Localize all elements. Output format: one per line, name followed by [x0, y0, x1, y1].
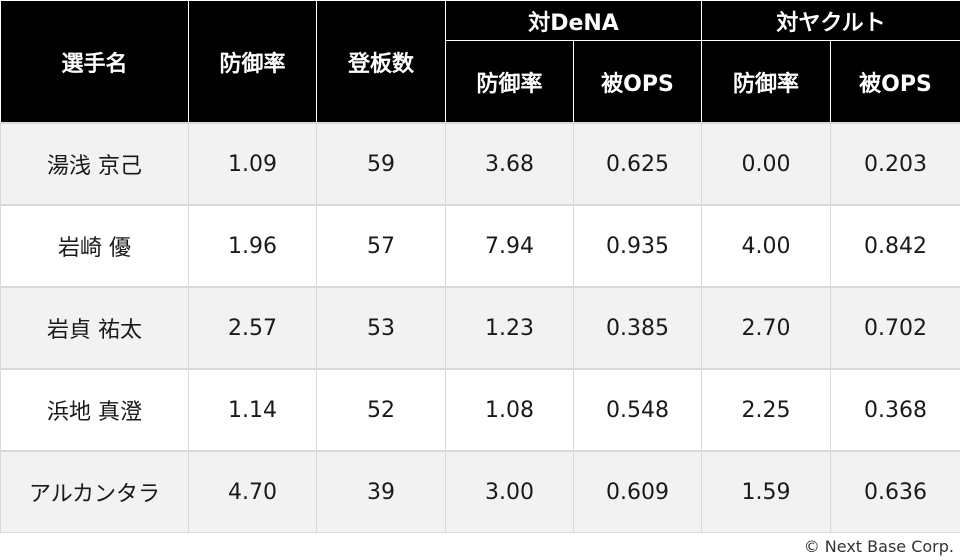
- table-header: 選手名 防御率 登板数 対DeNA 対ヤクルト 防御率 被OPS 防御率 被OP…: [0, 0, 960, 124]
- table-body: 湯浅 京己 1.09 59 3.68 0.625 0.00 0.203 岩崎 優…: [0, 122, 960, 533]
- cell-yakult-ops: 0.368: [830, 368, 960, 452]
- cell-era: 2.57: [188, 286, 317, 370]
- cell-era: 1.96: [188, 204, 317, 288]
- cell-games: 39: [316, 450, 446, 533]
- cell-player-name: アルカンタラ: [0, 450, 189, 533]
- header-era: 防御率: [188, 0, 317, 124]
- cell-yakult-ops: 0.842: [830, 204, 960, 288]
- cell-dena-ops: 0.935: [573, 204, 702, 288]
- cell-player-name: 湯浅 京己: [0, 122, 189, 206]
- cell-yakult-era: 2.25: [701, 368, 831, 452]
- cell-yakult-ops: 0.702: [830, 286, 960, 370]
- header-vs-yakult: 対ヤクルト: [701, 0, 960, 41]
- cell-player-name: 岩崎 優: [0, 204, 189, 288]
- cell-dena-era: 3.68: [445, 122, 574, 206]
- cell-era: 1.09: [188, 122, 317, 206]
- cell-games: 52: [316, 368, 446, 452]
- cell-dena-era: 7.94: [445, 204, 574, 288]
- table-row: 岩崎 優 1.96 57 7.94 0.935 4.00 0.842: [0, 204, 960, 288]
- table-row: 浜地 真澄 1.14 52 1.08 0.548 2.25 0.368: [0, 368, 960, 452]
- cell-dena-era: 1.08: [445, 368, 574, 452]
- cell-yakult-era: 2.70: [701, 286, 831, 370]
- cell-yakult-ops: 0.203: [830, 122, 960, 206]
- cell-games: 59: [316, 122, 446, 206]
- header-yakult-era: 防御率: [701, 40, 831, 124]
- cell-era: 4.70: [188, 450, 317, 533]
- cell-games: 53: [316, 286, 446, 370]
- header-vs-dena: 対DeNA: [445, 0, 702, 41]
- cell-player-name: 浜地 真澄: [0, 368, 189, 452]
- table-row: 岩貞 祐太 2.57 53 1.23 0.385 2.70 0.702: [0, 286, 960, 370]
- cell-era: 1.14: [188, 368, 317, 452]
- cell-yakult-era: 1.59: [701, 450, 831, 533]
- stats-table: 選手名 防御率 登板数 対DeNA 対ヤクルト 防御率 被OPS 防御率 被OP…: [0, 0, 960, 533]
- cell-dena-ops: 0.385: [573, 286, 702, 370]
- cell-yakult-era: 4.00: [701, 204, 831, 288]
- cell-player-name: 岩貞 祐太: [0, 286, 189, 370]
- cell-dena-ops: 0.548: [573, 368, 702, 452]
- header-player-name: 選手名: [0, 0, 189, 124]
- copyright-notice: © Next Base Corp.: [803, 537, 954, 556]
- cell-games: 57: [316, 204, 446, 288]
- header-dena-era: 防御率: [445, 40, 574, 124]
- table-row: アルカンタラ 4.70 39 3.00 0.609 1.59 0.636: [0, 450, 960, 533]
- cell-dena-ops: 0.625: [573, 122, 702, 206]
- cell-yakult-era: 0.00: [701, 122, 831, 206]
- cell-dena-ops: 0.609: [573, 450, 702, 533]
- header-games: 登板数: [316, 0, 446, 124]
- table-row: 湯浅 京己 1.09 59 3.68 0.625 0.00 0.203: [0, 122, 960, 206]
- cell-dena-era: 3.00: [445, 450, 574, 533]
- cell-yakult-ops: 0.636: [830, 450, 960, 533]
- cell-dena-era: 1.23: [445, 286, 574, 370]
- header-yakult-ops: 被OPS: [830, 40, 960, 124]
- header-dena-ops: 被OPS: [573, 40, 702, 124]
